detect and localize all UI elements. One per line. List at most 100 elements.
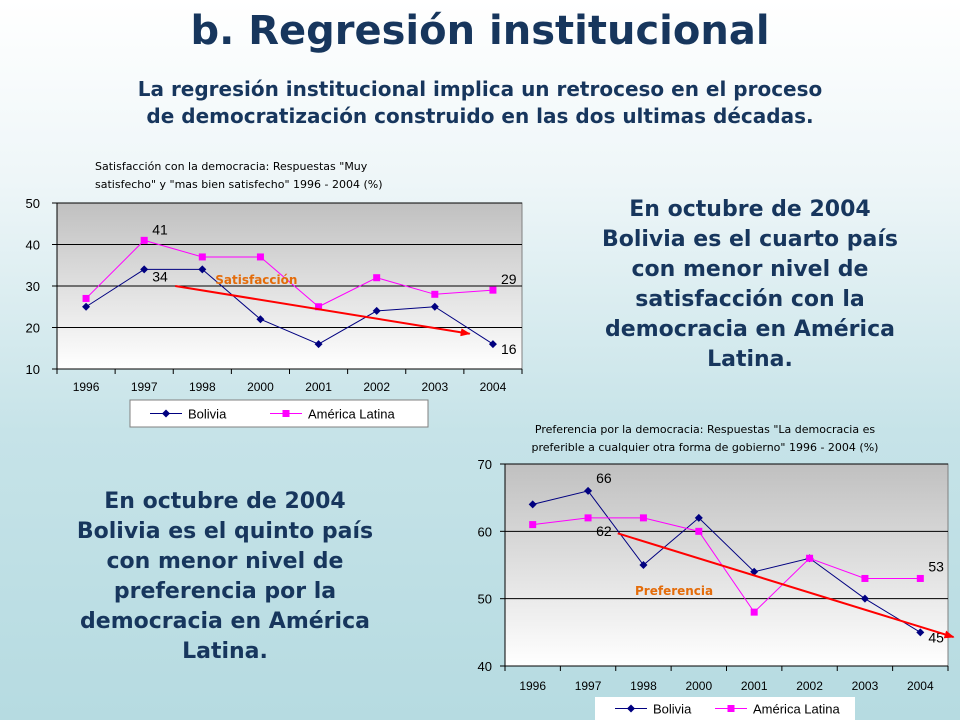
data-point-america-latina bbox=[806, 554, 814, 562]
note-line: Latina. bbox=[707, 347, 793, 372]
note-line: con menor nivel de bbox=[106, 549, 344, 574]
data-point-bolivia bbox=[256, 315, 265, 324]
x-tick-label: 1997 bbox=[131, 380, 158, 394]
y-tick-label: 40 bbox=[478, 659, 492, 674]
data-point-bolivia bbox=[488, 340, 497, 349]
x-tick-label: 2000 bbox=[247, 380, 274, 394]
trend-label: Preferencia bbox=[635, 584, 713, 598]
data-point-america-latina bbox=[431, 290, 439, 298]
x-tick-label: 2002 bbox=[363, 380, 390, 394]
x-tick-label: 2001 bbox=[741, 679, 768, 693]
trend-arrow bbox=[175, 285, 471, 337]
data-label: 16 bbox=[501, 341, 517, 357]
data-point-america-latina bbox=[916, 574, 924, 582]
data-point-america-latina bbox=[639, 514, 647, 522]
slide-subtitle: La regresión institucional implica un re… bbox=[60, 76, 900, 130]
chart-title-line: preferible a cualquier otra forma de gob… bbox=[532, 441, 879, 454]
data-point-america-latina bbox=[695, 527, 703, 535]
data-point-bolivia bbox=[82, 302, 91, 311]
note-line: con menor nivel de bbox=[631, 257, 869, 282]
x-tick-label: 1996 bbox=[519, 679, 546, 693]
x-tick-label: 1997 bbox=[575, 679, 602, 693]
x-tick-label: 2004 bbox=[480, 380, 507, 394]
slide-title: b. Regresión institucional bbox=[190, 8, 770, 54]
data-point-bolivia bbox=[430, 302, 439, 311]
legend-label: América Latina bbox=[308, 407, 395, 422]
data-point-america-latina bbox=[750, 608, 758, 616]
note-line: En octubre de 2004 bbox=[104, 489, 346, 514]
data-point-bolivia bbox=[584, 486, 593, 495]
x-tick-label: 2000 bbox=[685, 679, 712, 693]
data-point-bolivia bbox=[140, 265, 149, 274]
legend-label: Bolivia bbox=[188, 407, 227, 422]
subtitle-line-2: de democratización construido en las dos… bbox=[146, 104, 814, 128]
note-line: Bolivia es el quinto país bbox=[76, 519, 374, 544]
x-tick-label: 2003 bbox=[852, 679, 879, 693]
y-tick-label: 40 bbox=[26, 238, 40, 253]
data-point-bolivia bbox=[860, 594, 869, 603]
data-label: 66 bbox=[596, 470, 612, 486]
data-point-bolivia bbox=[639, 561, 648, 569]
data-label: 41 bbox=[152, 221, 168, 237]
note-line: satisfacción con la bbox=[635, 287, 865, 312]
chart-title-line: Preferencia por la democracia: Respuesta… bbox=[535, 423, 875, 436]
trend-label: Satisfacción bbox=[215, 273, 297, 287]
y-tick-label: 70 bbox=[478, 457, 492, 472]
data-point-america-latina bbox=[373, 274, 381, 282]
note-line: democracia en América bbox=[80, 609, 370, 634]
data-point-america-latina bbox=[584, 514, 592, 522]
legend-marker bbox=[162, 409, 170, 418]
data-point-america-latina bbox=[529, 521, 537, 529]
x-tick-label: 1998 bbox=[189, 380, 216, 394]
series-line-bolivia bbox=[532, 490, 921, 633]
trend-arrow bbox=[617, 532, 955, 639]
subtitle-line-1: La regresión institucional implica un re… bbox=[137, 77, 823, 101]
legend-label: Bolivia bbox=[653, 702, 692, 717]
legend-marker bbox=[282, 410, 290, 417]
data-point-bolivia bbox=[314, 340, 323, 349]
note-line: preferencia por la bbox=[113, 579, 337, 604]
satisfaction-note: En octubre de 2004 Bolivia es el cuarto … bbox=[585, 195, 915, 375]
x-tick-label: 1996 bbox=[73, 380, 100, 394]
data-point-america-latina bbox=[140, 236, 148, 244]
plot-area bbox=[504, 463, 949, 667]
x-tick-label: 2003 bbox=[421, 380, 448, 394]
data-label: 62 bbox=[596, 523, 612, 539]
y-tick-label: 20 bbox=[26, 321, 40, 336]
preference-note: En octubre de 2004 Bolivia es el quinto … bbox=[55, 487, 395, 667]
data-point-bolivia bbox=[528, 500, 537, 509]
data-point-america-latina bbox=[256, 253, 264, 261]
chart-satisfaction: Satisfacción con la democracia: Respuest… bbox=[26, 160, 523, 428]
data-point-bolivia bbox=[198, 265, 207, 274]
legend-marker bbox=[627, 704, 635, 713]
chart-title-line: Satisfacción con la democracia: Respuest… bbox=[95, 160, 368, 173]
legend-label: América Latina bbox=[753, 702, 840, 717]
note-line: democracia en América bbox=[605, 317, 895, 342]
y-tick-label: 50 bbox=[26, 196, 40, 211]
data-point-bolivia bbox=[916, 628, 925, 637]
note-line: Bolivia es el cuarto país bbox=[601, 227, 899, 252]
x-tick-label: 2001 bbox=[305, 380, 332, 394]
note-line: Latina. bbox=[182, 639, 268, 664]
y-tick-label: 10 bbox=[26, 362, 40, 377]
legend-marker bbox=[727, 705, 735, 712]
note-line: En octubre de 2004 bbox=[629, 197, 871, 222]
data-point-america-latina bbox=[198, 253, 206, 261]
x-tick-label: 2004 bbox=[907, 679, 934, 693]
data-point-america-latina bbox=[315, 303, 323, 311]
data-point-america-latina bbox=[861, 574, 869, 582]
data-point-america-latina bbox=[82, 294, 90, 302]
data-label: 29 bbox=[501, 271, 517, 287]
data-point-bolivia bbox=[750, 567, 759, 576]
data-point-bolivia bbox=[372, 306, 381, 315]
chart-preference: Preferencia por la democracia: Respuesta… bbox=[478, 423, 955, 720]
y-tick-label: 60 bbox=[478, 524, 492, 539]
series-line-america-latina bbox=[85, 239, 493, 308]
x-tick-label: 1998 bbox=[630, 679, 657, 693]
x-tick-label: 2002 bbox=[796, 679, 823, 693]
y-tick-label: 50 bbox=[478, 592, 492, 607]
chart-title-line: satisfecho" y "mas bien satisfecho" 1996… bbox=[95, 178, 383, 191]
y-tick-label: 30 bbox=[26, 279, 40, 294]
series-line-bolivia bbox=[85, 268, 494, 345]
